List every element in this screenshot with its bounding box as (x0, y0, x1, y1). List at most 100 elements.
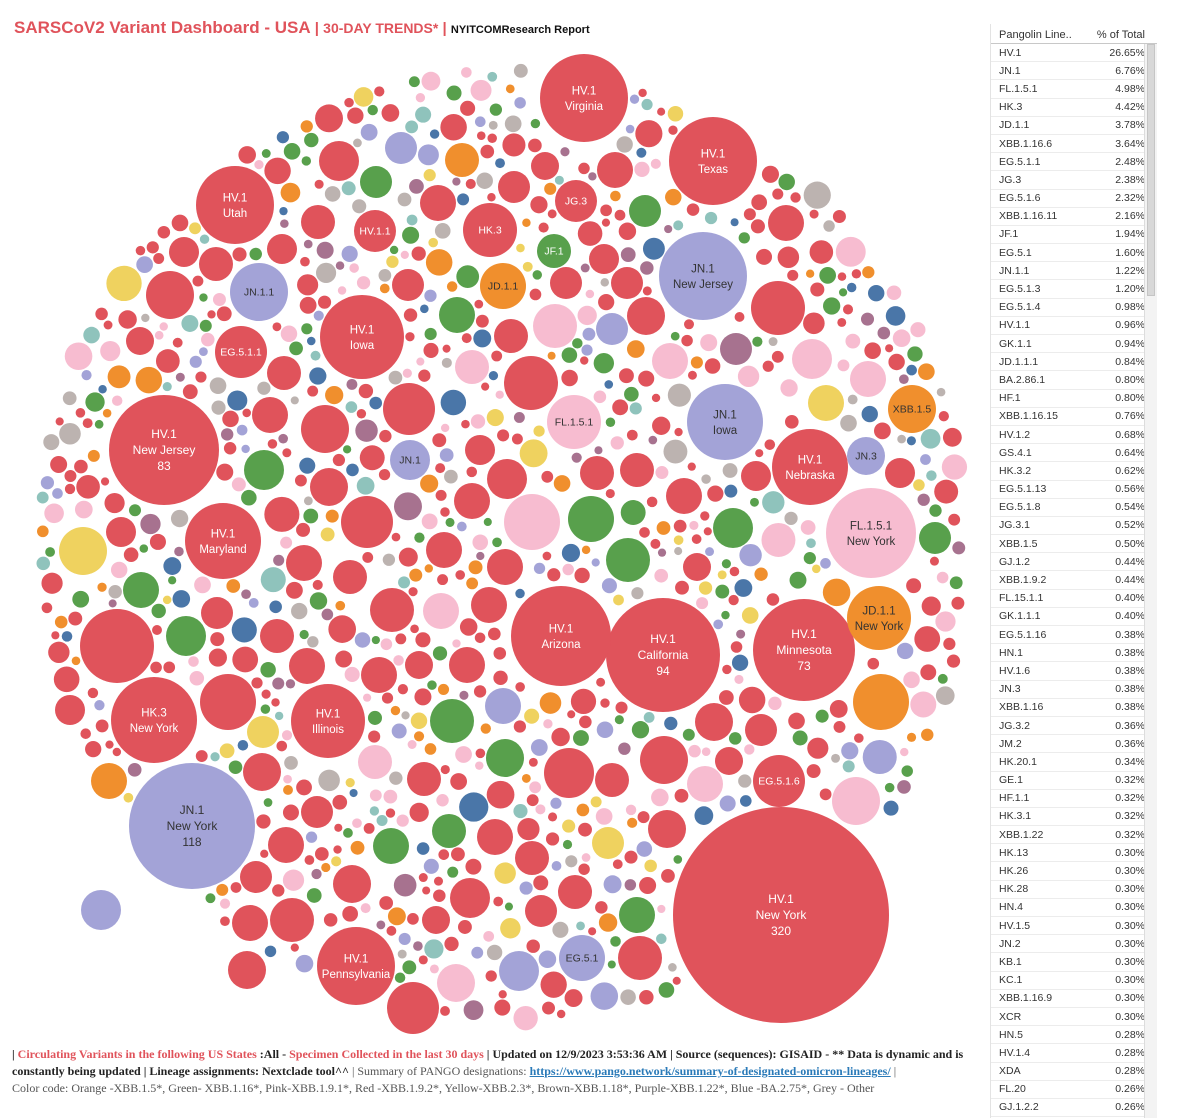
bubble[interactable] (83, 326, 100, 344)
bubble[interactable] (611, 267, 643, 299)
table-row[interactable]: HK.28 0.30% (991, 881, 1157, 899)
bubble[interactable] (315, 104, 343, 133)
bubble[interactable] (85, 740, 102, 758)
bubble[interactable] (445, 517, 455, 527)
table-row[interactable]: HK.3.1 0.32% (991, 808, 1157, 827)
bubble[interactable] (850, 361, 886, 397)
bubble[interactable] (522, 218, 531, 227)
bubble[interactable] (493, 670, 508, 686)
bubble[interactable] (207, 310, 216, 319)
bubble[interactable] (579, 715, 592, 729)
bubble[interactable] (360, 166, 392, 198)
bubble[interactable] (328, 615, 357, 643)
bubble[interactable] (216, 883, 229, 896)
bubble[interactable] (435, 489, 447, 501)
bubble[interactable] (387, 982, 439, 1034)
bubble[interactable] (94, 700, 105, 711)
bubble[interactable] (554, 175, 564, 185)
bubble[interactable] (238, 146, 256, 164)
bubble[interactable] (803, 312, 825, 335)
bubble[interactable] (407, 740, 417, 749)
bubble[interactable] (618, 222, 637, 240)
bubble[interactable] (354, 632, 371, 648)
bubble[interactable] (696, 597, 709, 610)
bubble[interactable] (422, 906, 450, 934)
bubble[interactable] (558, 875, 592, 909)
bubble[interactable] (669, 117, 757, 205)
bubble[interactable] (595, 763, 629, 797)
bubble[interactable] (476, 131, 486, 140)
bubble[interactable] (333, 865, 371, 903)
bubble[interactable] (488, 120, 498, 130)
bubble[interactable] (306, 888, 322, 903)
bubble[interactable] (460, 100, 476, 116)
bubble[interactable] (861, 405, 878, 423)
bubble[interactable] (376, 920, 386, 930)
bubble[interactable] (497, 429, 510, 442)
bubble[interactable] (303, 496, 313, 506)
bubble[interactable] (553, 475, 571, 492)
bubble[interactable] (54, 615, 68, 629)
table-row[interactable]: EG.5.1.4 0.98% (991, 299, 1157, 317)
bubble[interactable] (604, 380, 614, 389)
bubble[interactable] (36, 491, 49, 504)
bubble[interactable] (465, 435, 495, 465)
bubble[interactable] (888, 385, 936, 433)
bubble[interactable] (620, 500, 646, 525)
bubble[interactable] (459, 690, 469, 700)
bubble[interactable] (444, 469, 458, 484)
bubble[interactable] (672, 976, 681, 985)
bubble[interactable] (451, 847, 465, 862)
bubble[interactable] (383, 789, 398, 804)
bubble[interactable] (36, 556, 51, 571)
table-row[interactable]: GJ.1.2 0.44% (991, 553, 1157, 572)
bubble[interactable] (934, 479, 959, 504)
bubble[interactable] (223, 442, 237, 455)
bubble[interactable] (739, 795, 752, 807)
bubble[interactable] (171, 214, 189, 232)
bubble[interactable] (362, 552, 374, 563)
bubble[interactable] (463, 1000, 484, 1020)
bubble[interactable] (485, 688, 521, 724)
bubble[interactable] (341, 181, 356, 196)
bubble[interactable] (256, 814, 271, 829)
bubble[interactable] (832, 777, 880, 825)
bubble[interactable] (806, 764, 821, 779)
bubble[interactable] (349, 788, 358, 798)
bubble[interactable] (511, 586, 611, 686)
bubble[interactable] (612, 399, 629, 416)
table-row[interactable]: JD.1.1 3.78% (991, 117, 1157, 135)
bubble[interactable] (698, 581, 713, 595)
bubble[interactable] (504, 115, 522, 133)
table-row[interactable]: HK.26 0.30% (991, 862, 1157, 881)
bubble[interactable] (306, 336, 316, 346)
bubble[interactable] (498, 171, 530, 203)
bubble[interactable] (257, 381, 271, 395)
bubble[interactable] (267, 234, 297, 264)
bubble[interactable] (394, 972, 406, 983)
bubble[interactable] (421, 71, 441, 91)
bubble[interactable] (457, 193, 470, 206)
bubble[interactable] (538, 222, 549, 233)
bubble[interactable] (390, 705, 401, 716)
table-row[interactable]: HV.1.2 0.68% (991, 426, 1157, 445)
bubble[interactable] (424, 289, 437, 302)
bubble[interactable] (917, 493, 930, 506)
bubble[interactable] (126, 327, 154, 355)
bubble[interactable] (439, 448, 454, 462)
bubble[interactable] (410, 624, 419, 634)
bubble[interactable] (664, 224, 673, 234)
bubble[interactable] (346, 463, 359, 477)
bubble[interactable] (394, 492, 422, 521)
bubble[interactable] (477, 819, 513, 855)
bubble[interactable] (272, 884, 285, 897)
bubble[interactable] (397, 684, 409, 695)
bubble[interactable] (600, 278, 609, 287)
bubble[interactable] (106, 265, 142, 302)
bubble[interactable] (74, 459, 88, 474)
bubble[interactable] (540, 971, 567, 998)
bubble[interactable] (829, 700, 848, 718)
bubble[interactable] (335, 600, 346, 611)
bubble[interactable] (356, 276, 371, 290)
bubble[interactable] (610, 190, 621, 202)
